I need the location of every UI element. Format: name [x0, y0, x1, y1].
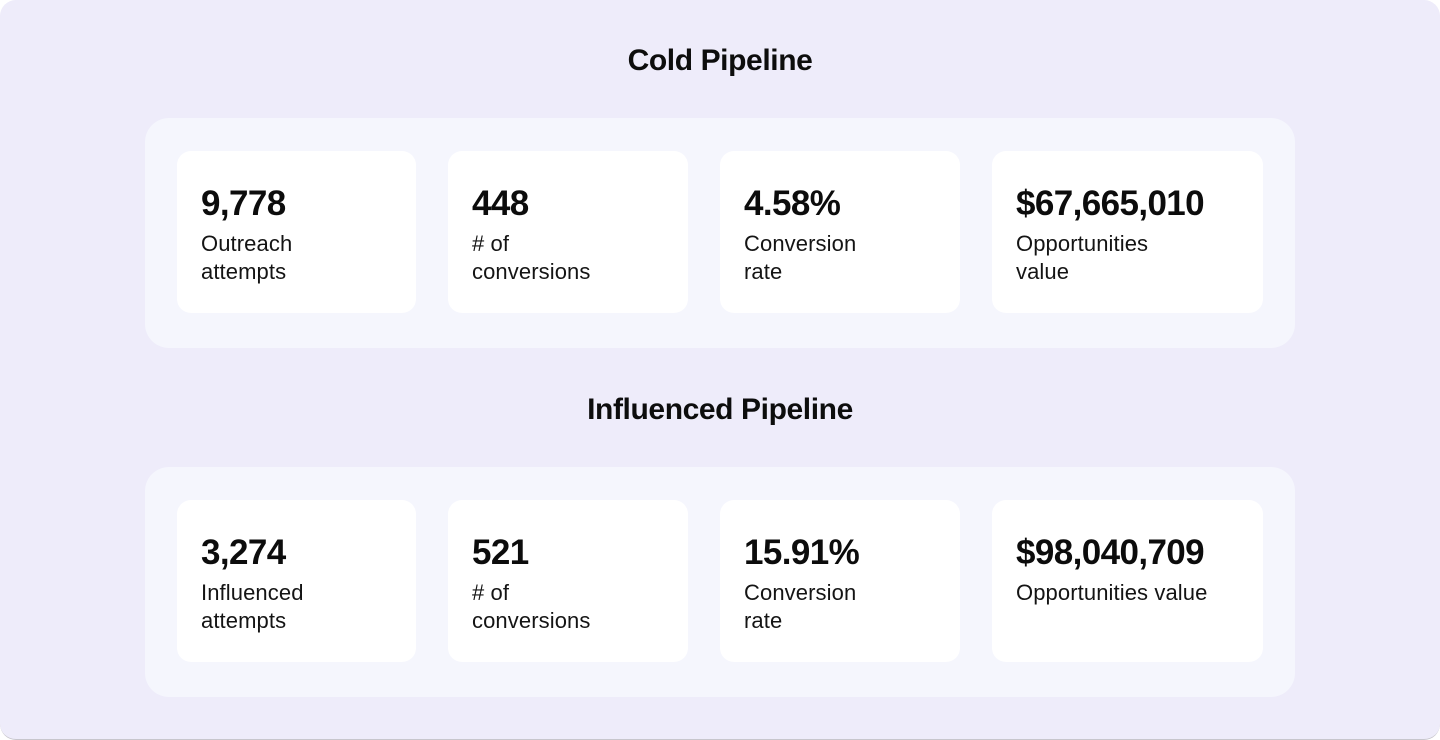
metric-value: 521	[472, 533, 529, 572]
metric-value: 448	[472, 184, 529, 223]
metric-card-opportunities-value-cold: $67,665,010 Opportunities value	[992, 151, 1263, 313]
metric-label: Influenced attempts	[201, 580, 304, 633]
metric-card-conversions-influenced: 521 # of conversions	[448, 500, 688, 662]
metric-value: 15.91%	[744, 533, 860, 572]
section-title-cold-pipeline: Cold Pipeline	[627, 44, 813, 77]
metric-card-conversion-rate-influenced: 15.91% Conversion rate	[720, 500, 960, 662]
metric-label: Opportunities value	[1016, 231, 1149, 284]
metric-label: Outreach attempts	[201, 231, 293, 284]
metric-value: 3,274	[201, 533, 286, 572]
metric-label: Conversion rate	[744, 231, 857, 284]
metric-value: $67,665,010	[1016, 184, 1205, 223]
metric-card-influenced-attempts: 3,274 Influenced attempts	[177, 500, 416, 662]
metric-card-opportunities-value-influenced: $98,040,709 Opportunities value	[992, 500, 1263, 662]
metric-label: # of conversions	[472, 231, 591, 284]
metric-card-conversion-rate-cold: 4.58% Conversion rate	[720, 151, 960, 313]
metric-value: 4.58%	[744, 184, 841, 223]
metric-label: Conversion rate	[744, 580, 857, 633]
metric-card-outreach-attempts: 9,778 Outreach attempts	[177, 151, 416, 313]
metric-value: 9,778	[201, 184, 286, 223]
metric-card-conversions-cold: 448 # of conversions	[448, 151, 688, 313]
metric-label: # of conversions	[472, 580, 591, 633]
metrics-panel-influenced: 3,274 Influenced attempts 521 # of conve…	[145, 467, 1295, 697]
metric-label: Opportunities value	[1016, 580, 1208, 605]
metric-value: $98,040,709	[1016, 533, 1205, 572]
metrics-panel-cold: 9,778 Outreach attempts 448 # of convers…	[145, 118, 1295, 348]
section-title-influenced-pipeline: Influenced Pipeline	[587, 393, 853, 426]
